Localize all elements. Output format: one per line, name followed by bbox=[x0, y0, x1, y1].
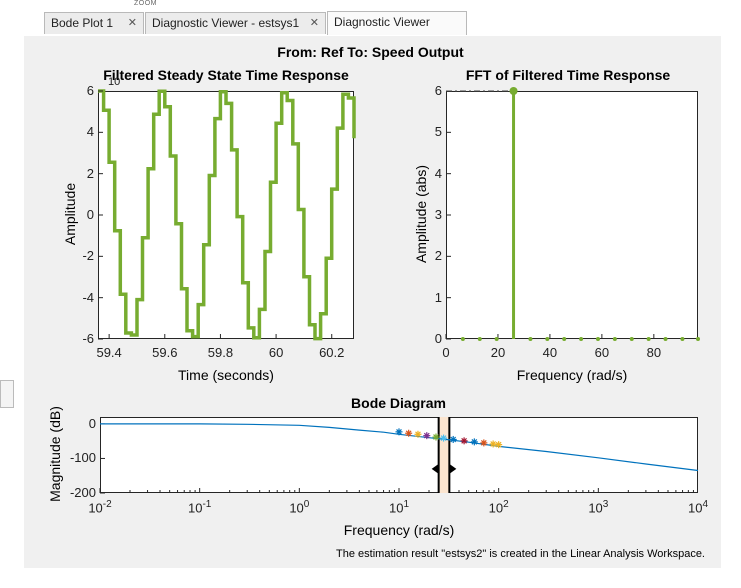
fft-stem-marker[interactable] bbox=[509, 87, 518, 95]
tab-bode-plot-1[interactable]: Bode Plot 1 ✕ bbox=[44, 12, 144, 34]
time-response-line bbox=[98, 89, 356, 341]
fft-stem-marker[interactable] bbox=[460, 337, 465, 341]
tab-close-icon[interactable]: ✕ bbox=[309, 17, 319, 29]
fft-stem-marker[interactable] bbox=[579, 337, 584, 341]
fft-x-tick-label: 80 bbox=[646, 345, 662, 360]
bode-x-tick-label: 10-1 bbox=[187, 499, 212, 516]
bode-sample-marker[interactable] bbox=[405, 429, 413, 437]
bode-x-tick-label: 102 bbox=[488, 499, 509, 516]
tab-close-icon[interactable]: ✕ bbox=[127, 17, 137, 29]
fft-plot[interactable] bbox=[445, 87, 700, 341]
band-right-arrow-icon[interactable] bbox=[449, 463, 457, 474]
bode-x-tick-label: 104 bbox=[687, 499, 709, 516]
tab-diagnostic-viewer-active[interactable]: Diagnostic Viewer bbox=[327, 11, 467, 35]
time-y-tick-label: 6 bbox=[86, 83, 94, 98]
bode-x-axis-label: Frequency (rad/s) bbox=[343, 522, 455, 538]
tab-diagnostic-viewer-estsys1[interactable]: Diagnostic Viewer - estsys1 ✕ bbox=[145, 12, 326, 34]
bode-sample-marker[interactable] bbox=[480, 439, 488, 447]
bode-x-tick-label: 103 bbox=[588, 499, 609, 516]
time-y-tick-label: 2 bbox=[86, 165, 94, 181]
time-y-tick-label: 4 bbox=[86, 124, 94, 140]
fft-y-tick-label: 4 bbox=[434, 165, 442, 181]
fft-stem-marker[interactable] bbox=[595, 337, 600, 341]
fft-stem-marker[interactable] bbox=[494, 337, 499, 341]
fft-stem-marker[interactable] bbox=[629, 337, 634, 341]
time-y-tick-label: -2 bbox=[82, 248, 94, 264]
time-x-tick-label: 59.6 bbox=[152, 345, 178, 360]
fft-y-tick-label: 0 bbox=[434, 331, 442, 346]
fft-y-tick-label: 1 bbox=[434, 289, 442, 305]
bode-plot[interactable] bbox=[99, 417, 699, 494]
fft-stem-marker[interactable] bbox=[680, 337, 685, 341]
fft-stem-marker[interactable] bbox=[562, 337, 567, 341]
fft-x-tick-label: 40 bbox=[542, 345, 558, 360]
bode-svg bbox=[99, 417, 699, 494]
fft-y-tick-label: 6 bbox=[434, 83, 442, 98]
fft-stem-marker[interactable] bbox=[646, 337, 651, 341]
bode-y-tick-label: 0 bbox=[88, 415, 96, 431]
tab-label: Bode Plot 1 bbox=[51, 16, 114, 30]
fft-y-axis-label: Amplitude (abs) bbox=[413, 164, 429, 264]
time-response-plot[interactable] bbox=[98, 89, 356, 341]
bode-sample-marker[interactable] bbox=[449, 435, 457, 443]
bode-sample-marker[interactable] bbox=[423, 432, 431, 440]
fft-svg bbox=[445, 87, 700, 341]
time-x-tick-label: 59.8 bbox=[207, 345, 234, 360]
time-y-axis-label: Amplitude bbox=[62, 182, 78, 246]
figure-title: From: Ref To: Speed Output bbox=[277, 44, 464, 60]
time-response-svg bbox=[98, 89, 356, 341]
band-left-arrow-icon[interactable] bbox=[431, 463, 439, 474]
bode-x-tick-label: 10-2 bbox=[88, 499, 112, 516]
side-scroll-handle[interactable] bbox=[0, 380, 14, 408]
bode-sample-marker[interactable] bbox=[489, 440, 497, 448]
bode-sample-marker[interactable] bbox=[432, 433, 440, 441]
fft-y-tick-label: 5 bbox=[434, 124, 442, 140]
bode-sample-marker[interactable] bbox=[395, 428, 403, 436]
fft-stem-marker[interactable] bbox=[545, 337, 550, 341]
tab-label: Diagnostic Viewer - estsys1 bbox=[152, 16, 300, 30]
tab-label: Diagnostic Viewer bbox=[334, 15, 430, 29]
fft-x-tick-label: 60 bbox=[594, 345, 610, 360]
bode-plot-title: Bode Diagram bbox=[351, 395, 446, 411]
bode-sample-marker[interactable] bbox=[440, 434, 448, 442]
time-plot-title: Filtered Steady State Time Response bbox=[103, 67, 349, 83]
frequency-band-selection[interactable] bbox=[438, 417, 450, 493]
fft-stem-marker[interactable] bbox=[612, 337, 617, 341]
time-x-tick-label: 60.2 bbox=[319, 345, 345, 360]
toolbar-section-label: ZOOM bbox=[134, 0, 157, 7]
time-x-axis-label: Time (seconds) bbox=[178, 367, 274, 383]
fft-x-tick-label: 20 bbox=[490, 345, 506, 360]
fft-stem-marker[interactable] bbox=[528, 337, 533, 341]
bode-sample-marker[interactable] bbox=[414, 430, 422, 438]
status-message: The estimation result "estsys2" is creat… bbox=[336, 548, 705, 560]
time-y-tick-label: 0 bbox=[86, 207, 94, 222]
time-y-tick-label: -6 bbox=[82, 331, 94, 346]
bode-y-axis-label: Magnitude (dB) bbox=[47, 406, 63, 502]
bode-sample-marker[interactable] bbox=[460, 437, 468, 445]
bode-y-tick-label: -100 bbox=[69, 450, 96, 466]
time-y-tick-label: -4 bbox=[82, 289, 94, 305]
bode-sample-marker[interactable] bbox=[495, 441, 503, 449]
bode-x-tick-label: 101 bbox=[388, 499, 410, 516]
fft-stem-marker[interactable] bbox=[696, 337, 700, 341]
fft-plot-title: FFT of Filtered Time Response bbox=[465, 67, 671, 83]
fft-stem-marker[interactable] bbox=[663, 337, 668, 341]
time-x-tick-label: 59.4 bbox=[96, 345, 122, 360]
fft-stem-marker[interactable] bbox=[477, 337, 482, 341]
fft-x-tick-label: 0 bbox=[442, 345, 450, 360]
bode-sample-marker[interactable] bbox=[470, 438, 478, 446]
fft-y-tick-label: 2 bbox=[434, 248, 442, 264]
time-exponent-label: 10 bbox=[108, 76, 121, 88]
bode-y-tick-label: -200 bbox=[69, 485, 96, 500]
time-x-tick-label: 60 bbox=[268, 345, 284, 360]
fft-x-axis-label: Frequency (rad/s) bbox=[516, 367, 628, 383]
bode-x-tick-label: 100 bbox=[289, 499, 310, 516]
fft-y-tick-label: 3 bbox=[434, 207, 442, 222]
